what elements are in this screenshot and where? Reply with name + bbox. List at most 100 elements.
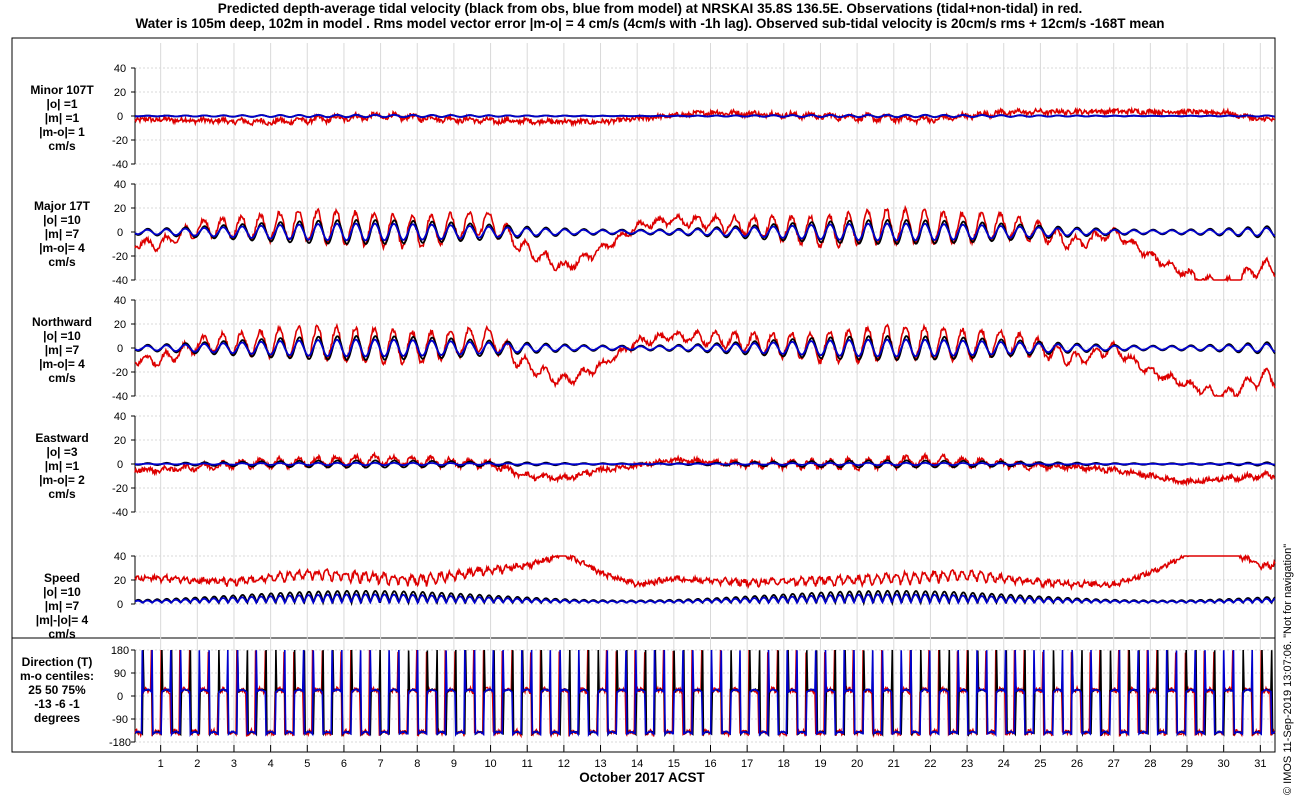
outer-frame (11, 37, 1276, 753)
gridlines (135, 43, 1275, 752)
eastward-y-tick-label: 20 (114, 435, 126, 447)
x-tick-label: 29 (1181, 758, 1193, 770)
eastward-label-line: |m-o|= 2 (39, 473, 85, 487)
x-tick-label: 20 (851, 758, 863, 770)
eastward-observations-line (134, 451, 1276, 487)
northward-y-tick-label: 20 (114, 319, 126, 331)
x-tick-label: 30 (1218, 758, 1230, 770)
direction-y-tick-label: 180 (111, 645, 129, 657)
major-model-line (134, 222, 1276, 242)
x-tick-label: 4 (268, 758, 274, 770)
direction-y-tick-label: -90 (112, 714, 128, 726)
direction-y-tick-label: 0 (117, 691, 123, 703)
eastward-label-line: Eastward (35, 431, 88, 445)
x-tick-label: 26 (1071, 758, 1083, 770)
speed-y-tick-label: 40 (114, 551, 126, 563)
major-y-tick-label: -40 (112, 275, 128, 287)
x-tick-label: 21 (888, 758, 900, 770)
speed-observations-line (134, 553, 1276, 591)
direction-label-line: degrees (34, 711, 80, 725)
minor-model-line (135, 113, 1276, 119)
series (134, 106, 1276, 739)
x-tick-label: 7 (378, 758, 384, 770)
chart-title-line-1: Predicted depth-average tidal velocity (… (217, 1, 1083, 16)
major-y-tick-label: 20 (114, 203, 126, 215)
direction-y-tick-label: 90 (114, 668, 126, 680)
speed-model-line (134, 593, 1276, 606)
x-tick-label: 15 (668, 758, 680, 770)
major-label-line: Major 17T (34, 199, 91, 213)
northward-observations-line (134, 322, 1276, 398)
major-y-tick-label: 40 (114, 179, 126, 191)
northward-label-line: Northward (32, 315, 92, 329)
speed-y-tick-label: 20 (114, 575, 126, 587)
eastward-label-line: |o| =3 (46, 445, 77, 459)
x-tick-label: 5 (304, 758, 310, 770)
northward-y-tick-label: 40 (114, 295, 126, 307)
northward-y-tick-label: 0 (117, 343, 123, 355)
minor-label-line: cm/s (48, 139, 76, 153)
x-tick-label: 17 (741, 758, 753, 770)
minor-label-line: |m| =1 (45, 111, 80, 125)
direction-label-line: Direction (T) (22, 655, 93, 669)
direction-observations-line (134, 649, 1276, 739)
x-axis-label: October 2017 ACST (579, 770, 705, 785)
x-tick-label: 24 (998, 758, 1010, 770)
minor-label-line: |m-o|= 1 (39, 125, 85, 139)
eastward-y-tick-label: 40 (114, 411, 126, 423)
x-tick-label: 10 (484, 758, 496, 770)
northward-y-tick-label: -40 (112, 391, 128, 403)
direction-model-line (135, 649, 1276, 738)
x-tick-label: 13 (594, 758, 606, 770)
speed-label-line: |o| =10 (43, 585, 81, 599)
speed-label-line: |m| =7 (45, 599, 80, 613)
x-tick-label: 31 (1254, 758, 1266, 770)
speed-label-line: Speed (44, 571, 80, 585)
x-tick-label: 14 (631, 758, 643, 770)
x-tick-label: 16 (704, 758, 716, 770)
speed-label-line: cm/s (48, 627, 76, 641)
minor-y-tick-label: -20 (112, 135, 128, 147)
panel-labels: Minor 107T|o| =1|m| =1|m-o|= 1cm/sMajor … (20, 83, 94, 725)
eastward-label-line: |m| =1 (45, 459, 80, 473)
speed-y-tick-label: 0 (117, 599, 123, 611)
direction-obs-tidal-line (135, 649, 1275, 738)
northward-label-line: |m-o|= 4 (39, 357, 85, 371)
minor-y-tick-label: -40 (112, 159, 128, 171)
major-label-line: |o| =10 (43, 213, 81, 227)
northward-label-line: |m| =7 (45, 343, 80, 357)
minor-label-line: Minor 107T (30, 83, 94, 97)
minor-label-line: |o| =1 (46, 97, 77, 111)
x-tick-label: 19 (814, 758, 826, 770)
major-label-line: |m| =7 (45, 227, 80, 241)
major-y-tick-label: 0 (117, 227, 123, 239)
eastward-model-line (135, 461, 1276, 467)
minor-y-tick-label: 20 (114, 87, 126, 99)
direction-label-line: m-o centiles: (20, 669, 94, 683)
major-observations-line (134, 204, 1276, 283)
x-tick-label: 28 (1144, 758, 1156, 770)
eastward-y-tick-label: 0 (117, 459, 123, 471)
eastward-y-tick-label: -20 (112, 483, 128, 495)
northward-label-line: cm/s (48, 371, 76, 385)
minor-y-tick-label: 40 (114, 63, 126, 75)
chart-title-line-2: Water is 105m deep, 102m in model . Rms … (135, 16, 1165, 31)
direction-label-line: -13 -6 -1 (34, 697, 80, 711)
x-tick-label: 9 (451, 758, 457, 770)
x-tick-label: 8 (414, 758, 420, 770)
x-tick-label: 25 (1034, 758, 1046, 770)
major-label-line: |m-o|= 4 (39, 241, 85, 255)
x-tick-label: 22 (924, 758, 936, 770)
x-tick-label: 27 (1108, 758, 1120, 770)
direction-label-line: 25 50 75% (28, 683, 86, 697)
major-label-line: cm/s (48, 255, 76, 269)
eastward-label-line: cm/s (48, 487, 76, 501)
x-tick-label: 6 (341, 758, 347, 770)
credit-text: © IMOS 11-Sep-2019 13:07:06. "Not for na… (1282, 544, 1294, 795)
speed-label-line: |m|-|o|= 4 (36, 613, 89, 627)
axes: 1 2 3 4 5 6 7 8 9 10 11 12 13 14 15 16 17 18 19 20 21 22 23 24 2… (109, 63, 1266, 770)
x-tick-label: 18 (778, 758, 790, 770)
northward-label-line: |o| =10 (43, 329, 81, 343)
minor-y-tick-label: 0 (117, 111, 123, 123)
